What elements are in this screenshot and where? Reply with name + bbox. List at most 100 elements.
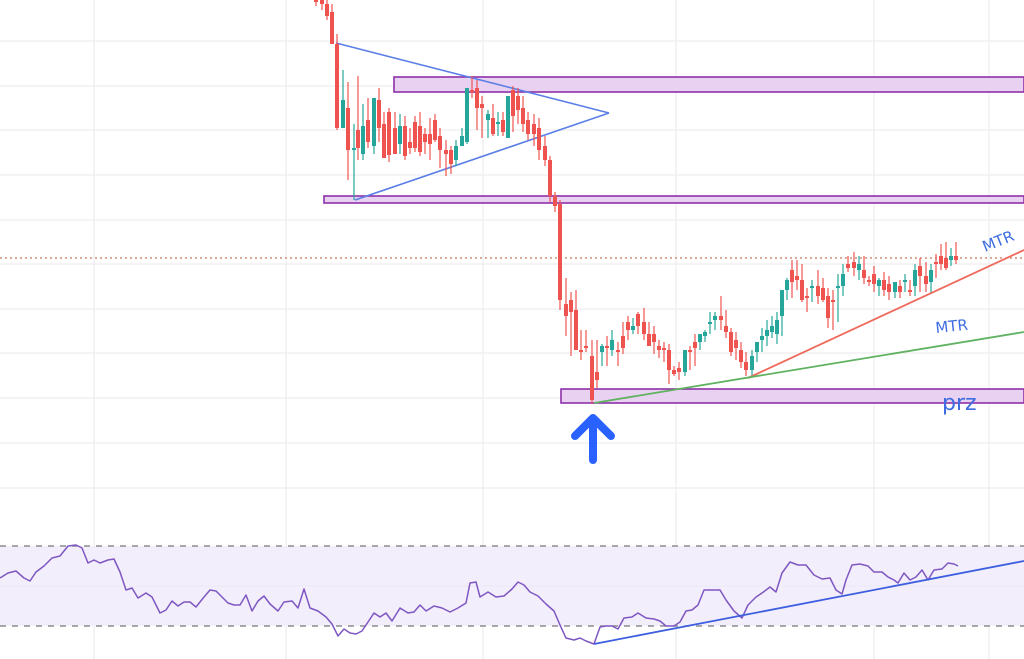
candle xyxy=(480,96,484,138)
prz-zone[interactable] xyxy=(560,388,1024,404)
candle-body xyxy=(770,326,774,332)
candle xyxy=(584,330,588,352)
mtr-green-line[interactable] xyxy=(593,331,1024,404)
candle xyxy=(785,278,789,300)
candle-body xyxy=(480,104,484,108)
candle xyxy=(626,316,630,340)
candle xyxy=(372,98,376,154)
candle xyxy=(729,328,733,356)
candle-body xyxy=(558,204,562,300)
candle xyxy=(605,336,609,366)
candle-body xyxy=(693,342,697,348)
up-arrow-icon[interactable] xyxy=(571,414,615,464)
candle xyxy=(616,342,620,366)
candle-body xyxy=(584,346,588,348)
candle-body xyxy=(569,300,573,312)
candle-body xyxy=(372,98,376,146)
candle xyxy=(744,352,748,376)
candle-body xyxy=(750,356,754,370)
candle xyxy=(734,332,738,360)
candle-body xyxy=(548,160,552,196)
candle-body xyxy=(755,342,759,352)
candle-body xyxy=(413,122,417,148)
candle-body xyxy=(677,368,681,372)
candle xyxy=(610,330,614,356)
candle-body xyxy=(642,322,646,334)
candle-body xyxy=(652,334,656,342)
candle xyxy=(857,256,861,280)
candle-body xyxy=(325,4,329,16)
candle xyxy=(553,192,557,212)
candle-body xyxy=(511,90,515,116)
candle xyxy=(954,242,958,264)
candle xyxy=(361,104,365,160)
candle-body xyxy=(775,320,779,334)
resistance-zone[interactable] xyxy=(393,76,1024,93)
candle xyxy=(780,290,784,336)
candle-body xyxy=(713,316,717,320)
candle-body xyxy=(908,290,912,292)
candle-body xyxy=(898,286,902,292)
triangle-pattern[interactable] xyxy=(335,42,610,201)
candle xyxy=(428,118,432,160)
candle-body xyxy=(449,150,453,164)
candle xyxy=(574,290,578,350)
candle-body xyxy=(724,326,728,332)
candle-body xyxy=(564,304,568,316)
candle xyxy=(526,112,530,140)
candle xyxy=(672,366,676,376)
candle-body xyxy=(444,150,448,154)
candle-body xyxy=(893,282,897,292)
support-zone[interactable] xyxy=(323,195,1024,204)
mtr-red-line[interactable] xyxy=(747,249,1024,379)
candle xyxy=(805,288,809,312)
candle xyxy=(662,342,666,362)
candle xyxy=(713,312,717,330)
candle-body xyxy=(320,0,324,4)
candle-body xyxy=(438,136,442,150)
candle xyxy=(688,346,692,370)
candle xyxy=(918,258,922,292)
candle xyxy=(454,140,458,166)
candle xyxy=(852,252,856,276)
candle xyxy=(882,272,886,296)
candle-body xyxy=(460,136,464,146)
candle-body xyxy=(600,346,604,352)
candle-body xyxy=(857,264,861,270)
candle-body xyxy=(918,266,922,276)
candle xyxy=(755,342,759,362)
candle xyxy=(677,362,681,380)
candle xyxy=(908,280,912,296)
candle xyxy=(887,276,891,300)
triangle-lower-line[interactable] xyxy=(354,112,610,201)
mtr-trendlines[interactable] xyxy=(593,249,1024,404)
candle-body xyxy=(882,280,886,290)
candle xyxy=(719,296,723,330)
candle xyxy=(724,310,728,338)
candle xyxy=(795,260,799,290)
candle xyxy=(934,254,938,278)
candle-body xyxy=(398,126,402,144)
candle-body xyxy=(610,340,614,350)
candle-body xyxy=(790,270,794,282)
candle-body xyxy=(361,126,365,154)
candle-body xyxy=(605,346,609,348)
candle xyxy=(913,264,917,296)
candle-body xyxy=(626,322,630,330)
candle-body xyxy=(532,124,536,134)
candle-body xyxy=(366,120,370,142)
candle-body xyxy=(433,120,437,140)
candle xyxy=(558,200,562,310)
candle-body xyxy=(719,316,723,320)
candle xyxy=(496,112,500,136)
candle-body xyxy=(949,256,953,260)
candle-body xyxy=(537,128,541,150)
candle xyxy=(418,112,422,156)
candle-body xyxy=(934,262,938,264)
candle-body xyxy=(785,280,789,290)
candle-body xyxy=(698,334,702,342)
candle-body xyxy=(506,96,510,138)
zones[interactable] xyxy=(323,76,1024,404)
